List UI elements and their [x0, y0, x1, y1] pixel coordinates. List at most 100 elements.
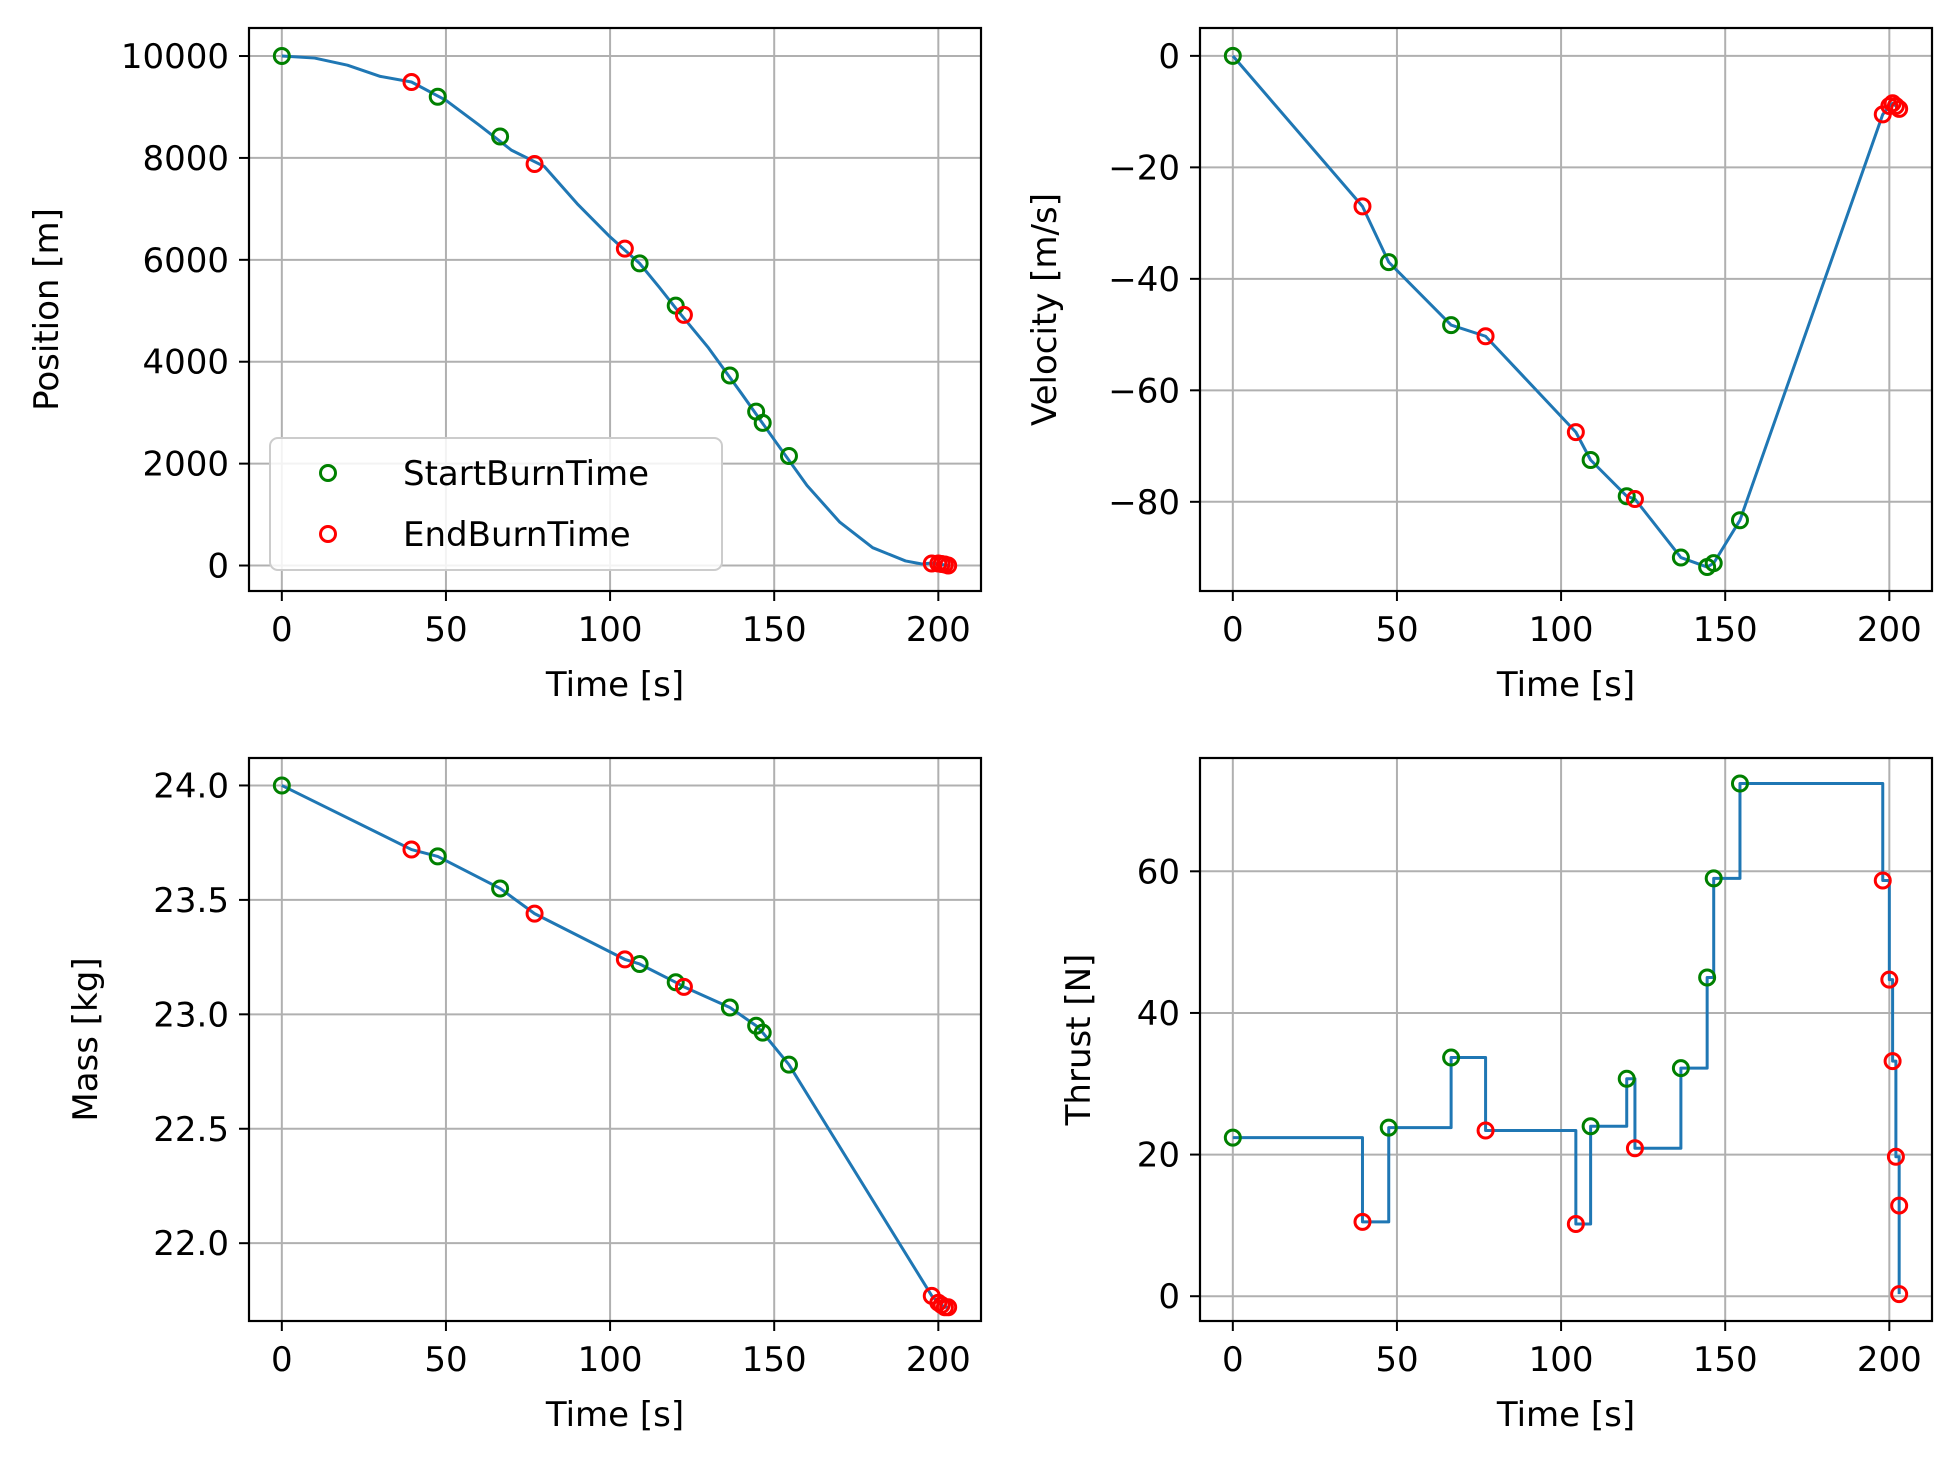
y-tick-label: 23.0 — [153, 995, 229, 1035]
x-tick-label: 50 — [1375, 1340, 1418, 1380]
end-burn-marker — [939, 556, 958, 575]
x-axis-label: Time [s] — [545, 665, 684, 705]
y-tick-label: 2000 — [142, 445, 229, 485]
end-burn-marker — [922, 554, 941, 573]
y-axis-label: Position [m] — [27, 208, 67, 411]
x-tick-label: 100 — [578, 1340, 643, 1380]
end-burn-marker — [1353, 1212, 1372, 1231]
start-burn-marker — [753, 1023, 772, 1042]
end-burn-marker — [402, 840, 421, 859]
end-burn-marker — [1625, 1139, 1644, 1158]
start-burn-marker — [491, 127, 510, 146]
legend-end-marker — [319, 525, 337, 543]
x-tick-label: 200 — [1857, 610, 1922, 650]
end-burn-marker — [939, 1298, 958, 1317]
series-line — [281, 784, 949, 1309]
y-tick-label: 60 — [1137, 852, 1180, 892]
end-burn-marker — [615, 239, 634, 258]
start-burn-marker — [1617, 487, 1636, 506]
y-tick-label: −40 — [1108, 260, 1180, 300]
start-burn-marker — [779, 446, 798, 465]
y-tick-label: 24.0 — [153, 766, 229, 806]
end-burn-marker — [1566, 1214, 1585, 1233]
y-tick-label: 22.5 — [153, 1110, 229, 1150]
start-burn-marker — [1671, 548, 1690, 567]
y-tick-label: 10000 — [121, 37, 229, 77]
end-burn-marker — [1625, 490, 1644, 509]
end-burn-marker — [1880, 970, 1899, 989]
y-tick-label: 8000 — [142, 139, 229, 179]
start-burn-marker — [1442, 1048, 1461, 1067]
x-tick-label: 100 — [578, 610, 643, 650]
y-tick-label: −20 — [1108, 148, 1180, 188]
y-tick-label: 0 — [1158, 1277, 1180, 1317]
y-tick-label: 20 — [1137, 1136, 1180, 1176]
x-tick-label: 100 — [1529, 610, 1594, 650]
start-burn-marker — [1671, 1059, 1690, 1078]
axes-frame — [247, 26, 983, 593]
end-burn-marker — [1886, 1147, 1905, 1166]
subplot-4: 0 50 100 150 200 0 20 40 60 Time [s] Thrust [N] — [1059, 756, 1934, 1435]
x-tick-label: 0 — [271, 610, 293, 650]
end-burn-marker — [402, 73, 421, 92]
y-tick-label: 6000 — [142, 241, 229, 281]
series-line — [1231, 54, 1901, 569]
start-burn-marker — [720, 366, 739, 385]
x-tick-label: 200 — [906, 610, 971, 650]
start-burn-marker — [1581, 451, 1600, 470]
start-burn-marker — [272, 776, 291, 795]
axes-frame — [1198, 756, 1934, 1323]
legend-start-marker — [319, 464, 337, 482]
start-burn-marker — [491, 879, 510, 898]
end-burn-marker — [674, 305, 693, 324]
start-burn-marker — [1698, 968, 1717, 987]
y-tick-label: 23.5 — [153, 881, 229, 921]
x-tick-label: 0 — [1222, 610, 1244, 650]
y-tick-label: 0 — [1158, 37, 1180, 77]
start-burn-marker — [1730, 511, 1749, 530]
end-burn-marker — [1566, 423, 1585, 442]
y-tick-label: 4000 — [142, 343, 229, 383]
start-burn-marker — [1704, 554, 1723, 573]
end-burn-marker — [525, 904, 544, 923]
end-burn-marker — [1886, 97, 1905, 116]
y-tick-label: 40 — [1137, 994, 1180, 1034]
start-burn-marker — [720, 998, 739, 1017]
start-burn-marker — [666, 296, 685, 315]
x-tick-label: 150 — [1693, 610, 1758, 650]
start-burn-marker — [1379, 253, 1398, 272]
end-burn-marker — [1476, 1121, 1495, 1140]
x-tick-label: 0 — [271, 1340, 293, 1380]
x-tick-label: 50 — [424, 610, 467, 650]
series-line — [1232, 781, 1901, 1295]
start-burn-marker — [428, 87, 447, 106]
y-tick-label: 22.0 — [153, 1224, 229, 1264]
end-burn-marker — [1890, 99, 1909, 118]
x-tick-label: 150 — [742, 1340, 807, 1380]
x-tick-label: 0 — [1222, 1340, 1244, 1380]
x-tick-label: 150 — [742, 610, 807, 650]
legend: StartBurnTime EndBurnTime — [269, 437, 723, 571]
subplot-3: 0 50 100 150 200 22.0 22.5 23.0 23.5 24.0 Time [s]… — [66, 756, 983, 1435]
start-burn-marker — [753, 413, 772, 432]
x-tick-label: 200 — [906, 1340, 971, 1380]
x-axis-label: Time [s] — [1496, 1395, 1635, 1435]
start-burn-marker — [1617, 1069, 1636, 1088]
start-burn-marker — [1223, 1128, 1242, 1147]
end-burn-marker — [1883, 1052, 1902, 1071]
start-burn-marker — [1379, 1118, 1398, 1137]
y-axis-label: Thrust [N] — [1059, 954, 1099, 1127]
end-burn-marker — [1890, 1196, 1909, 1215]
x-tick-label: 200 — [1857, 1340, 1922, 1380]
start-burn-marker — [428, 847, 447, 866]
start-burn-marker — [1704, 869, 1723, 888]
end-burn-marker — [1873, 871, 1892, 890]
y-tick-label: −60 — [1108, 371, 1180, 411]
start-burn-marker — [272, 47, 291, 66]
x-tick-label: 100 — [1529, 1340, 1594, 1380]
y-axis-label: Mass [kg] — [66, 957, 106, 1121]
legend-label: StartBurnTime — [403, 454, 649, 494]
axes-frame — [247, 756, 983, 1323]
